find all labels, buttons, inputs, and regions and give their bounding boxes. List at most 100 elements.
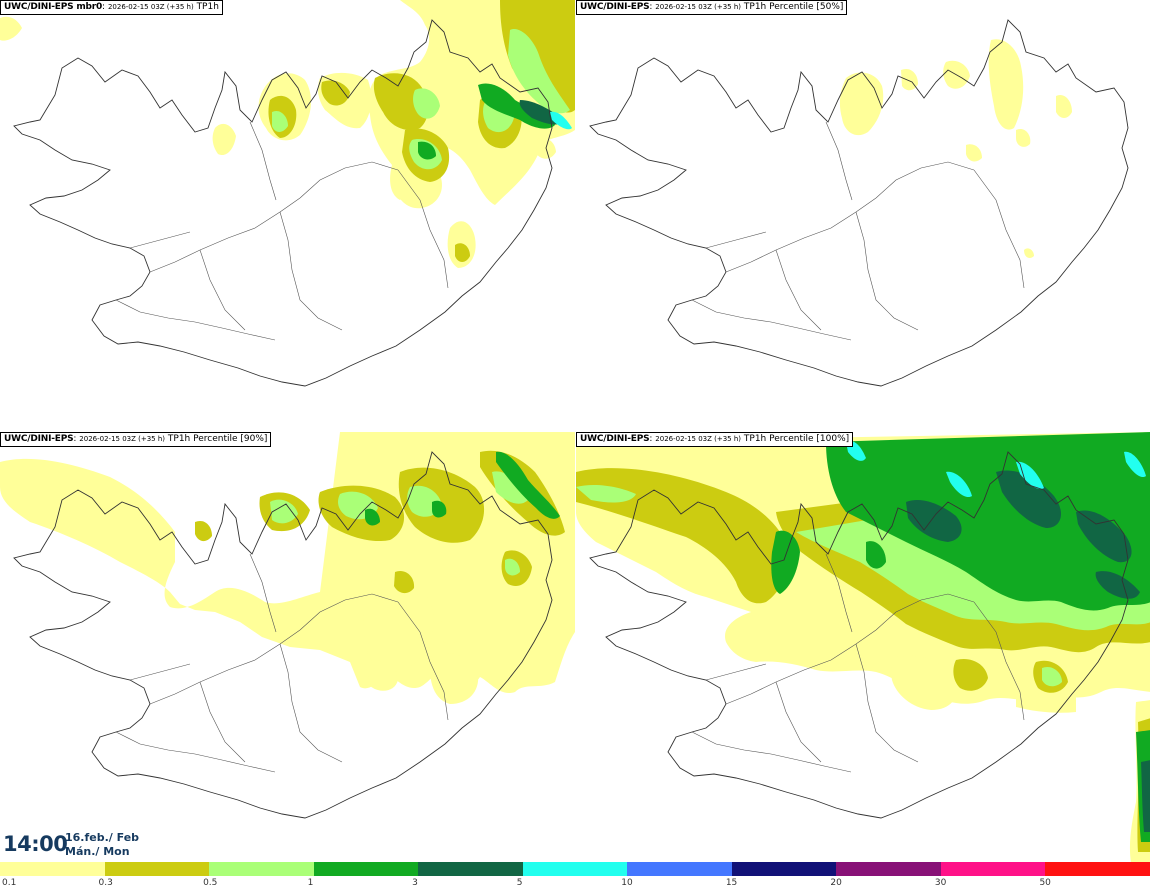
precip-contour-l6 (946, 471, 972, 498)
precip-contour-l3 (508, 29, 570, 114)
precip-contour-l5 (1095, 571, 1140, 599)
boundary-line (691, 553, 853, 773)
precip-contour-l1 (365, 660, 398, 691)
precip-contour-l1 (966, 144, 982, 162)
colorbar-label: 0.5 (203, 878, 218, 888)
precip-contour-l3 (270, 499, 298, 524)
coastline (589, 19, 1129, 387)
iceland-outline (589, 451, 1129, 819)
parameter-name: TP1h Percentile [100%] (743, 434, 850, 444)
colorbar-legend: 0.1 0.3 0.5 1 3 5 10 15 20 30 50 (0, 862, 1150, 891)
precip-contour-l4 (771, 530, 800, 594)
colorbar-swatch (940, 862, 1046, 876)
precip-contour-l3 (576, 484, 636, 503)
colorbar-label: 15 (725, 878, 738, 888)
precip-contour-l4 (826, 432, 1150, 611)
precip-contour-l1 (1056, 94, 1072, 118)
boundary-line (149, 161, 449, 331)
model-name: UWC/DINI-EPS (580, 434, 650, 444)
valid-time-box: 14:00 16.feb./ Feb Mán./ Mon (0, 826, 140, 860)
panel-title: UWC/DINI-EPS: 2026-02-15 03Z (+35 h) TP1… (576, 432, 854, 447)
model-name: UWC/DINI-EPS (4, 434, 74, 444)
valid-weekday: Mán./ Mon (65, 845, 130, 858)
precip-field (0, 432, 575, 704)
precip-contour-l3 (505, 558, 520, 576)
precip-contour-l1 (988, 39, 1024, 130)
colorbar-swatch (313, 862, 419, 876)
parameter-name: TP1h (196, 2, 219, 12)
precip-contour-l2 (953, 658, 988, 691)
colorbar-swatch (0, 862, 106, 876)
precip-contour-l2 (321, 80, 350, 106)
colorbar-swatch (731, 862, 837, 876)
precip-contour-l1 (535, 138, 556, 159)
precip-contour-l2 (576, 468, 788, 604)
run-time: 2026-02-15 03Z (+35 h) (107, 3, 194, 11)
precip-contour-l5 (906, 499, 962, 542)
parameter-name: TP1h Percentile [90%] (167, 434, 268, 444)
colorbar-label: 0.1 (2, 878, 17, 888)
precip-contour-l4 (365, 508, 380, 526)
run-time: 2026-02-15 03Z (+35 h) (79, 435, 166, 443)
precip-contour-l1 (1016, 128, 1031, 147)
precip-contour-l1 (948, 76, 960, 87)
run-time: 2026-02-15 03Z (+35 h) (655, 435, 742, 443)
boundary-line (115, 553, 277, 773)
precip-contour-l5 (1141, 760, 1150, 832)
precip-contour-l4 (418, 141, 436, 160)
precip-contour-l6 (550, 111, 572, 130)
boundary-line (691, 121, 853, 341)
colorbar-label: 30 (934, 878, 947, 888)
run-time: 2026-02-15 03Z (+35 h) (655, 3, 742, 11)
precip-map (0, 0, 575, 387)
colorbar-swatch (836, 862, 942, 876)
precip-contour-l2 (455, 243, 470, 262)
colorbar-swatch (209, 862, 315, 876)
iceland-outline (13, 19, 553, 387)
precip-contour-l2 (373, 73, 429, 131)
parameter-name: TP1h Percentile [50%] (743, 2, 844, 12)
colorbar-swatch (418, 862, 524, 876)
precip-contour-l5 (1076, 510, 1132, 563)
colorbar-swatch (104, 862, 210, 876)
panel-percentile-50: UWC/DINI-EPS: 2026-02-15 03Z (+35 h) TP1… (576, 0, 1150, 431)
precip-contour-l1 (429, 653, 479, 704)
panel-divider (575, 0, 576, 862)
panel-title: UWC/DINI-EPS mbr0: 2026-02-15 03Z (+35 h… (0, 0, 223, 15)
colorbar-label: 5 (516, 878, 523, 888)
precip-map (576, 432, 1150, 863)
model-name: UWC/DINI-EPS mbr0 (4, 2, 103, 12)
panel-percentile-90: UWC/DINI-EPS: 2026-02-15 03Z (+35 h) TP1… (0, 432, 575, 863)
colorbar-label: 50 (1039, 878, 1051, 888)
precip-contour-l1 (212, 123, 236, 156)
precip-contour-l3 (1042, 666, 1062, 687)
boundary-line (725, 161, 1025, 331)
coastline (589, 451, 1129, 819)
panel-percentile-100: UWC/DINI-EPS: 2026-02-15 03Z (+35 h) TP1… (576, 432, 1150, 863)
boundary-line (149, 593, 449, 763)
precip-map (0, 432, 575, 819)
boundary-line (115, 121, 277, 341)
precip-contour-l3 (272, 110, 288, 132)
boundary-line (725, 593, 1025, 763)
precip-field (576, 432, 1150, 863)
precip-field (839, 39, 1072, 258)
precip-contour-l1 (891, 655, 958, 710)
colorbar-label: 10 (621, 878, 633, 888)
precip-contour-l2 (394, 570, 415, 594)
iceland-outline (589, 19, 1129, 387)
valid-time: 14:00 (3, 832, 68, 856)
precip-contour-l3 (413, 88, 440, 119)
precip-map (589, 19, 1129, 387)
precip-field (0, 0, 575, 268)
precip-contour-l4 (866, 541, 886, 569)
precip-contour-l1 (839, 72, 884, 136)
coastline (13, 19, 553, 387)
colorbar-label: 3 (412, 878, 418, 888)
panel-title: UWC/DINI-EPS: 2026-02-15 03Z (+35 h) TP1… (576, 0, 848, 15)
colorbar-swatch (522, 862, 628, 876)
precip-contour-l6 (1016, 461, 1044, 490)
colorbar-label: 20 (830, 878, 842, 888)
coastline (13, 451, 553, 819)
